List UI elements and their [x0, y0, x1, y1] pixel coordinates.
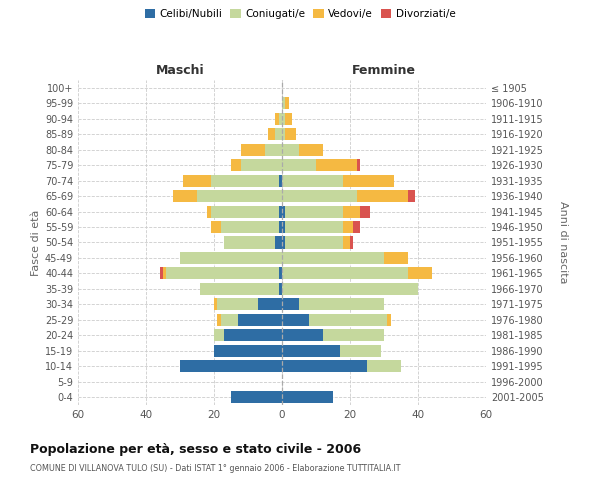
Bar — [200, 283, 278, 295]
Bar — [282, 298, 299, 310]
Bar — [282, 97, 286, 109]
Bar — [278, 112, 282, 124]
Bar — [166, 268, 278, 280]
Bar — [224, 236, 275, 248]
Bar — [238, 314, 282, 326]
Bar — [282, 128, 286, 140]
Bar — [231, 159, 241, 171]
Bar — [231, 391, 282, 404]
Bar — [384, 252, 408, 264]
Bar — [275, 112, 278, 124]
Bar — [265, 144, 282, 156]
Bar — [221, 314, 238, 326]
Bar — [367, 360, 401, 372]
Bar — [388, 314, 391, 326]
Bar — [282, 330, 323, 342]
Bar — [350, 236, 353, 248]
Bar — [309, 314, 388, 326]
Bar — [258, 298, 282, 310]
Bar — [217, 314, 221, 326]
Bar — [282, 221, 286, 233]
Bar — [282, 159, 316, 171]
Bar — [211, 174, 278, 186]
Text: Maschi: Maschi — [155, 64, 205, 77]
Bar — [282, 268, 408, 280]
Bar — [282, 236, 286, 248]
Bar — [282, 360, 367, 372]
Bar — [282, 144, 299, 156]
Bar — [282, 190, 357, 202]
Bar — [241, 159, 282, 171]
Bar — [323, 330, 384, 342]
Bar — [268, 128, 275, 140]
Bar — [278, 268, 282, 280]
Bar — [353, 221, 360, 233]
Bar — [282, 112, 286, 124]
Bar — [221, 221, 278, 233]
Bar — [184, 174, 211, 186]
Bar — [408, 190, 415, 202]
Bar — [224, 330, 282, 342]
Bar — [173, 190, 197, 202]
Bar — [180, 252, 282, 264]
Bar — [286, 128, 296, 140]
Bar — [282, 283, 418, 295]
Bar — [160, 268, 163, 280]
Bar — [316, 159, 357, 171]
Bar — [357, 190, 408, 202]
Bar — [286, 236, 343, 248]
Bar — [278, 174, 282, 186]
Text: COMUNE DI VILLANOVA TULO (SU) - Dati ISTAT 1° gennaio 2006 - Elaborazione TUTTIT: COMUNE DI VILLANOVA TULO (SU) - Dati IST… — [30, 464, 401, 473]
Bar — [343, 221, 353, 233]
Bar — [180, 360, 282, 372]
Bar — [211, 221, 221, 233]
Bar — [207, 206, 211, 218]
Bar — [343, 206, 360, 218]
Bar — [275, 128, 282, 140]
Bar — [278, 221, 282, 233]
Bar — [360, 206, 370, 218]
Text: Femmine: Femmine — [352, 64, 416, 77]
Bar — [282, 174, 343, 186]
Bar — [278, 206, 282, 218]
Bar — [197, 190, 282, 202]
Bar — [282, 206, 286, 218]
Bar — [282, 252, 384, 264]
Bar — [211, 206, 278, 218]
Y-axis label: Fasce di età: Fasce di età — [31, 210, 41, 276]
Bar — [282, 391, 333, 404]
Bar — [286, 221, 343, 233]
Bar — [217, 298, 258, 310]
Bar — [214, 345, 282, 357]
Bar — [214, 298, 217, 310]
Bar — [357, 159, 360, 171]
Text: Popolazione per età, sesso e stato civile - 2006: Popolazione per età, sesso e stato civil… — [30, 442, 361, 456]
Bar — [408, 268, 431, 280]
Bar — [340, 345, 380, 357]
Bar — [241, 144, 265, 156]
Bar — [278, 283, 282, 295]
Bar — [214, 330, 224, 342]
Y-axis label: Anni di nascita: Anni di nascita — [557, 201, 568, 284]
Bar — [299, 144, 323, 156]
Bar — [299, 298, 384, 310]
Bar — [282, 314, 309, 326]
Bar — [286, 112, 292, 124]
Bar — [286, 97, 289, 109]
Bar — [275, 236, 282, 248]
Bar — [286, 206, 343, 218]
Bar — [282, 345, 340, 357]
Bar — [343, 236, 350, 248]
Bar — [163, 268, 166, 280]
Bar — [343, 174, 394, 186]
Legend: Celibi/Nubili, Coniugati/e, Vedovi/e, Divorziati/e: Celibi/Nubili, Coniugati/e, Vedovi/e, Di… — [140, 5, 460, 24]
